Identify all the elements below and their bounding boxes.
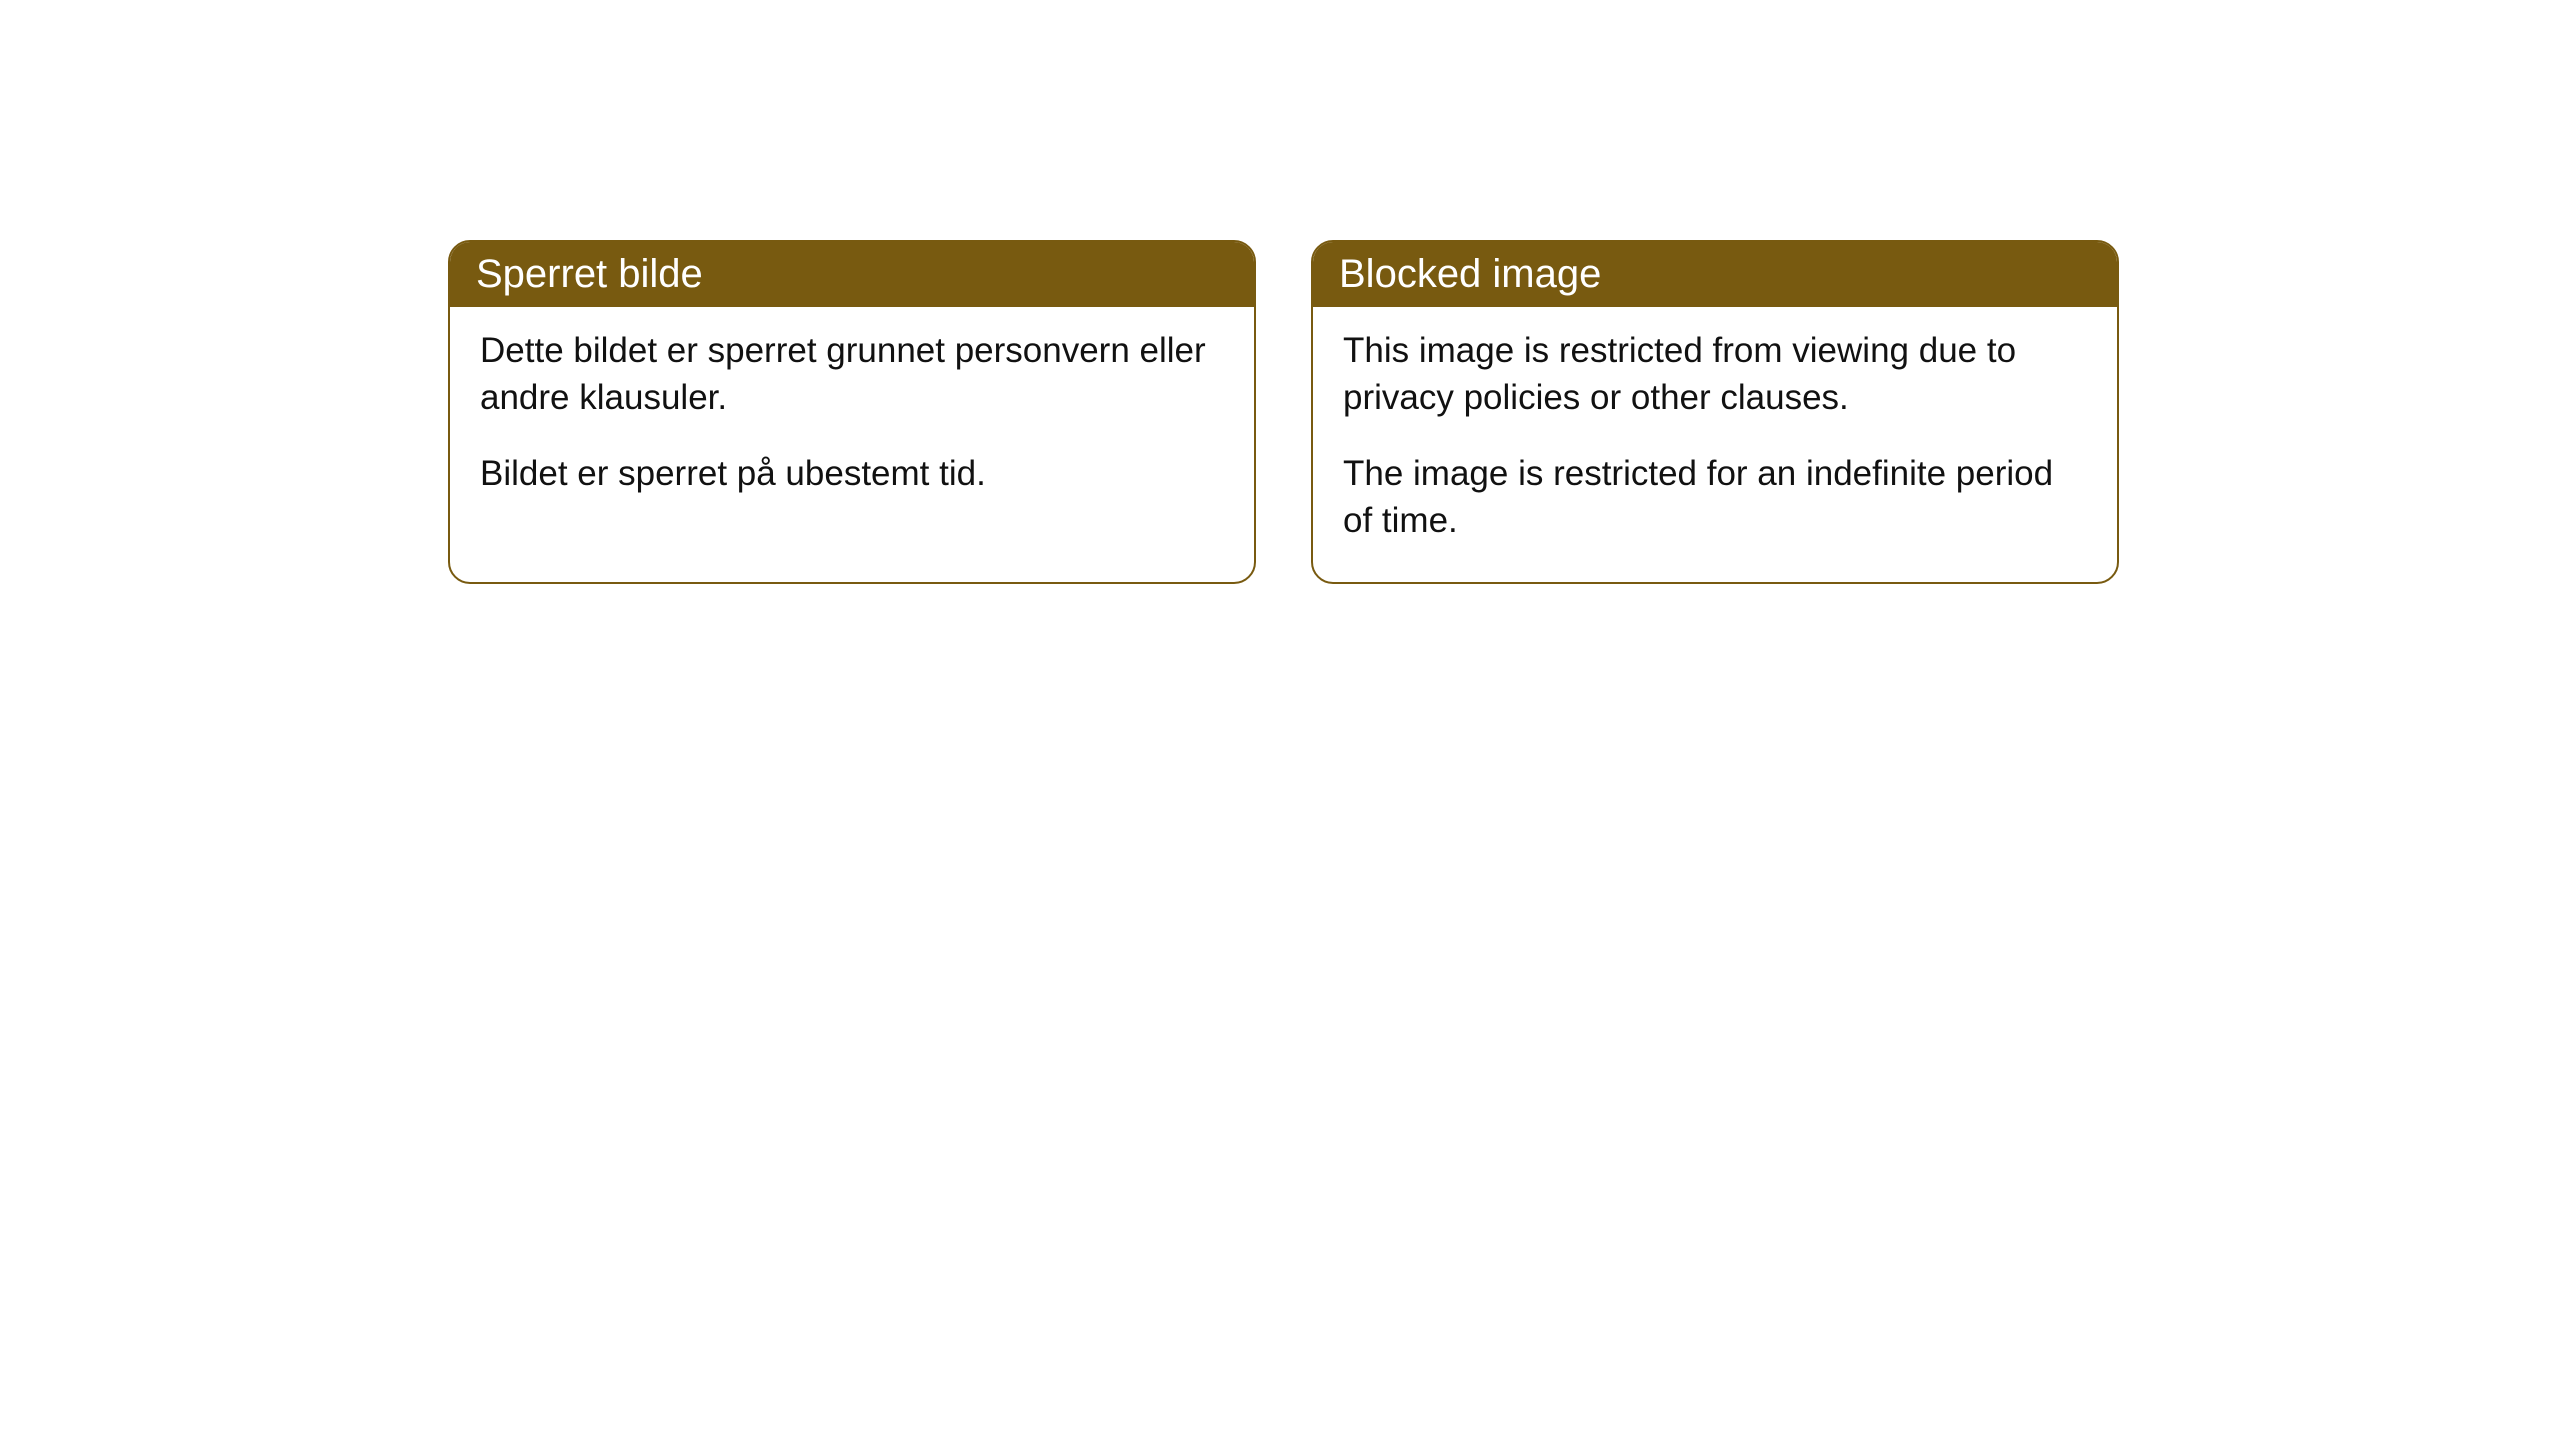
card-paragraph: Dette bildet er sperret grunnet personve… [480,327,1224,422]
blocked-image-card-english: Blocked image This image is restricted f… [1311,240,2119,584]
blocked-image-card-norwegian: Sperret bilde Dette bildet er sperret gr… [448,240,1256,584]
card-body: This image is restricted from viewing du… [1313,307,2117,582]
card-paragraph: The image is restricted for an indefinit… [1343,450,2087,545]
card-title: Blocked image [1313,242,2117,307]
card-paragraph: This image is restricted from viewing du… [1343,327,2087,422]
card-body: Dette bildet er sperret grunnet personve… [450,307,1254,535]
card-paragraph: Bildet er sperret på ubestemt tid. [480,450,1224,497]
card-container: Sperret bilde Dette bildet er sperret gr… [448,240,2119,584]
card-title: Sperret bilde [450,242,1254,307]
